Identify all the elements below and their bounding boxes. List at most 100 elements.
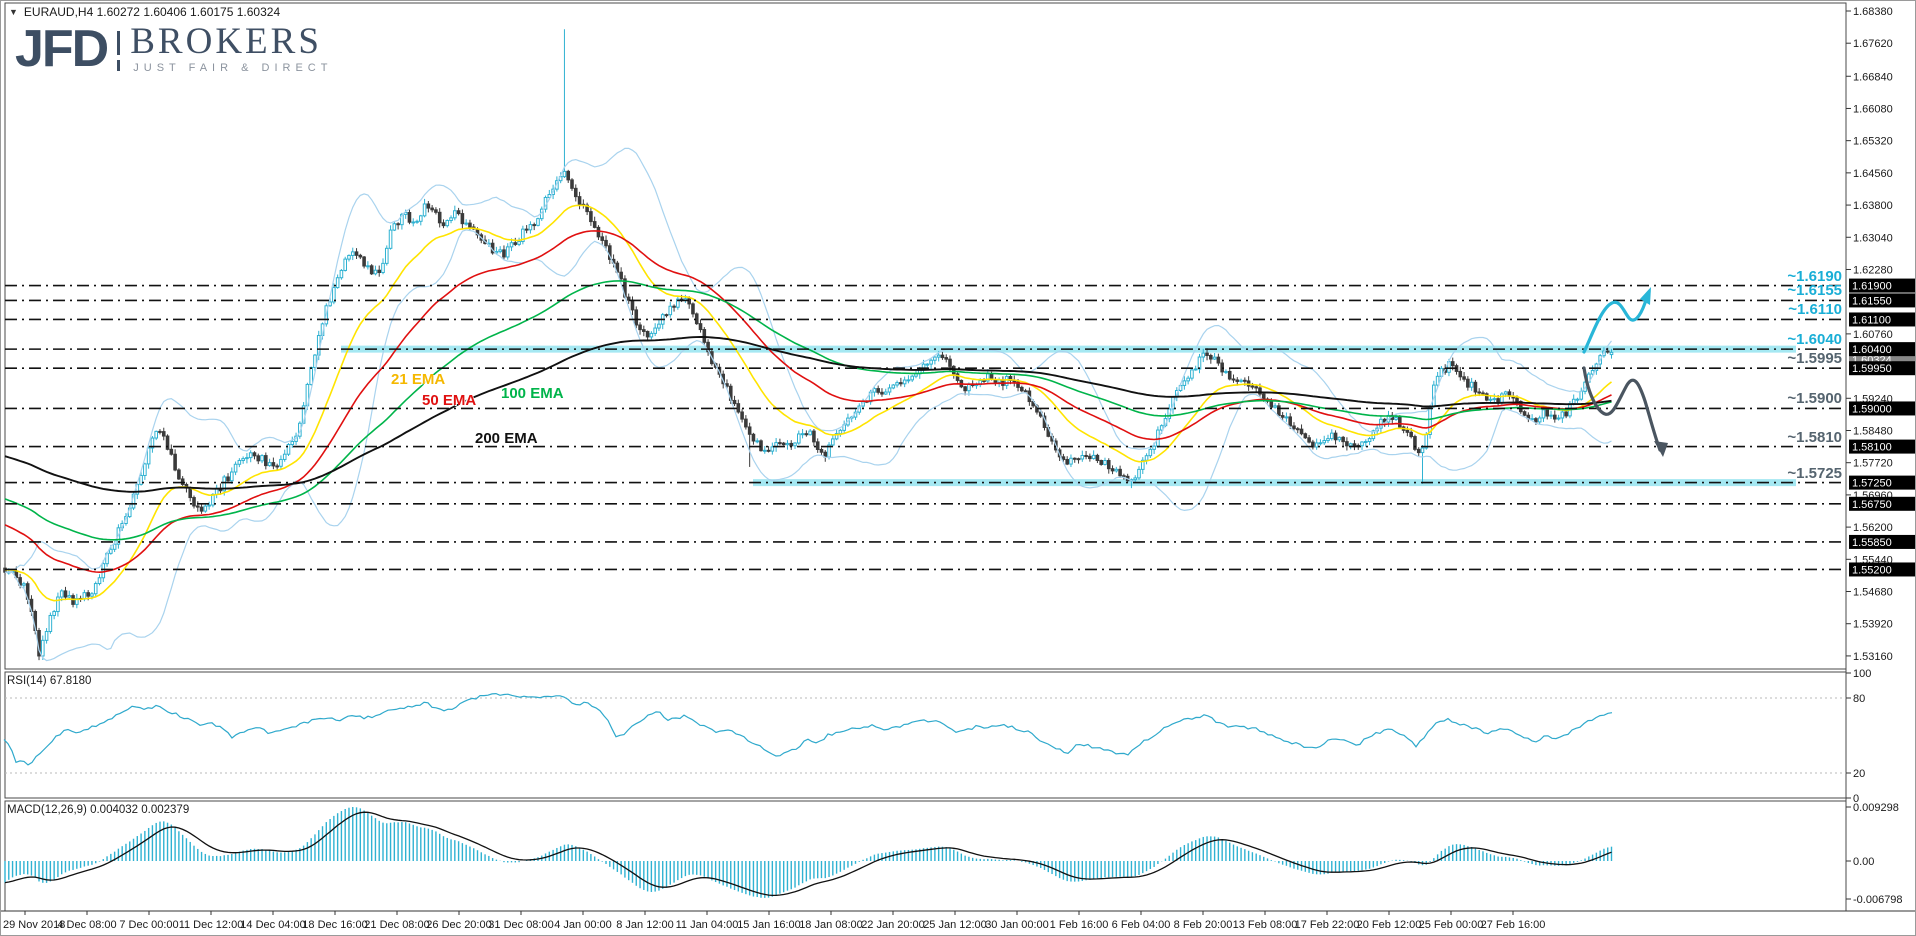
price-tick-label: 1.63040 bbox=[1853, 232, 1893, 244]
candle-body-down bbox=[1416, 448, 1421, 454]
candle-body-up bbox=[1193, 368, 1198, 371]
candle-body-down bbox=[1545, 409, 1550, 417]
candle-body-down bbox=[1398, 416, 1402, 428]
time-tick-label: 4 Jan 00:00 bbox=[554, 919, 612, 931]
candle-body-down bbox=[1405, 429, 1410, 433]
candle-body-up bbox=[509, 242, 514, 248]
candle-body-up bbox=[422, 203, 427, 217]
support-resistance-zones bbox=[341, 345, 1796, 487]
candle-body-down bbox=[1280, 415, 1285, 418]
time-tick-label: 11 Dec 12:00 bbox=[179, 919, 244, 931]
bullish-arrowhead-icon bbox=[1640, 287, 1651, 305]
candle-body-down bbox=[781, 442, 786, 446]
candle-body-up bbox=[309, 366, 313, 385]
candle-body-up bbox=[41, 639, 45, 657]
candle-body-up bbox=[222, 476, 227, 492]
candle-body-up bbox=[109, 548, 113, 554]
candle-body-down bbox=[1106, 460, 1111, 470]
macd-signal-line bbox=[4, 811, 1612, 897]
candle-body-up bbox=[1541, 409, 1546, 419]
candle-body-up bbox=[290, 440, 295, 445]
candle-body-down bbox=[264, 455, 268, 467]
level-price-box bbox=[1849, 278, 1915, 293]
candle-body-up bbox=[895, 382, 899, 386]
candle-body-down bbox=[1061, 456, 1066, 461]
candle-body-down bbox=[570, 179, 574, 189]
candle-body-down bbox=[766, 449, 771, 452]
rsi-axis-label: 0 bbox=[1853, 793, 1859, 805]
candle-body-up bbox=[313, 354, 317, 368]
candle-body-up bbox=[75, 597, 79, 605]
candle-body-down bbox=[1020, 386, 1024, 392]
level-price-box bbox=[1849, 496, 1915, 511]
candle-body-up bbox=[1004, 376, 1009, 386]
candle-body-up bbox=[1152, 445, 1156, 450]
macd-axis-label: 0.009298 bbox=[1853, 802, 1899, 814]
candle-body-down bbox=[1118, 468, 1122, 477]
candle-body-up bbox=[1144, 455, 1149, 461]
candle-body-down bbox=[256, 455, 261, 462]
candle-body-up bbox=[339, 269, 344, 279]
candle-body-down bbox=[1413, 436, 1417, 450]
candle-body-down bbox=[747, 426, 752, 435]
candle-body-up bbox=[90, 593, 94, 597]
candle-body-up bbox=[381, 262, 385, 274]
candle-body-down bbox=[1450, 361, 1455, 367]
candle-body-down bbox=[698, 323, 703, 331]
candle-body-up bbox=[831, 438, 835, 446]
candle-body-down bbox=[702, 329, 707, 343]
candle-body-up bbox=[453, 210, 457, 219]
candle-body-up bbox=[1182, 380, 1187, 386]
candle-body-up bbox=[505, 246, 510, 258]
candle-body-up bbox=[335, 277, 340, 289]
candle-body-down bbox=[759, 440, 763, 452]
price-tick-label: 1.65320 bbox=[1853, 136, 1893, 148]
candle-body-up bbox=[1197, 356, 1202, 370]
candle-body-up bbox=[48, 614, 53, 633]
candle-body-down bbox=[819, 448, 824, 453]
candle-body-down bbox=[165, 435, 170, 450]
price-axis[interactable]: 1.68380 1.67620 1.66840 1.66080 1.65320 1.645… bbox=[1846, 6, 1915, 663]
candle-body-up bbox=[343, 258, 347, 271]
candle-body-down bbox=[1515, 397, 1519, 402]
candle-body-down bbox=[354, 251, 359, 256]
candle-body-down bbox=[524, 228, 529, 231]
candle-body-up bbox=[245, 457, 249, 460]
candle-body-down bbox=[577, 196, 582, 205]
price-tick-label: 1.56200 bbox=[1853, 522, 1893, 534]
candle-body-up bbox=[59, 590, 64, 598]
level-price-box-text: 1.61900 bbox=[1852, 281, 1892, 293]
candle-body-down bbox=[161, 431, 166, 437]
candle-body-up bbox=[785, 442, 790, 446]
macd-panel[interactable]: 0.009298 0.00 -0.006798 bbox=[4, 802, 1903, 906]
ema-lines bbox=[4, 204, 1612, 602]
price-tick-label: 1.66080 bbox=[1853, 103, 1893, 115]
candle-body-down bbox=[596, 226, 601, 238]
rsi-panel[interactable]: 100 80 20 0 bbox=[3, 668, 1871, 805]
rsi-line bbox=[3, 692, 1613, 766]
candle-body-up bbox=[150, 437, 155, 449]
candle-body-down bbox=[1243, 379, 1247, 382]
candle-body-down bbox=[377, 269, 382, 274]
candle-body-down bbox=[430, 207, 434, 211]
candle-body-down bbox=[1095, 454, 1100, 462]
candle-body-down bbox=[630, 299, 635, 311]
candle-body-down bbox=[812, 430, 816, 443]
ema-200-line bbox=[4, 336, 1612, 493]
candle-body-up bbox=[1148, 448, 1153, 457]
candle-body-down bbox=[169, 448, 174, 455]
candle-body-down bbox=[63, 590, 68, 598]
candle-body-up bbox=[350, 251, 355, 256]
candle-body-down bbox=[173, 453, 177, 471]
candle-body-down bbox=[815, 441, 820, 450]
bollinger-bands bbox=[4, 147, 1612, 662]
candle-body-down bbox=[252, 452, 257, 457]
candle-body-up bbox=[498, 249, 502, 253]
candle-body-down bbox=[1216, 356, 1221, 364]
price-tick-label: 1.53920 bbox=[1853, 619, 1893, 631]
candle-body-down bbox=[1088, 455, 1092, 460]
candle-body-up bbox=[143, 463, 147, 476]
candle-body-down bbox=[589, 211, 593, 223]
